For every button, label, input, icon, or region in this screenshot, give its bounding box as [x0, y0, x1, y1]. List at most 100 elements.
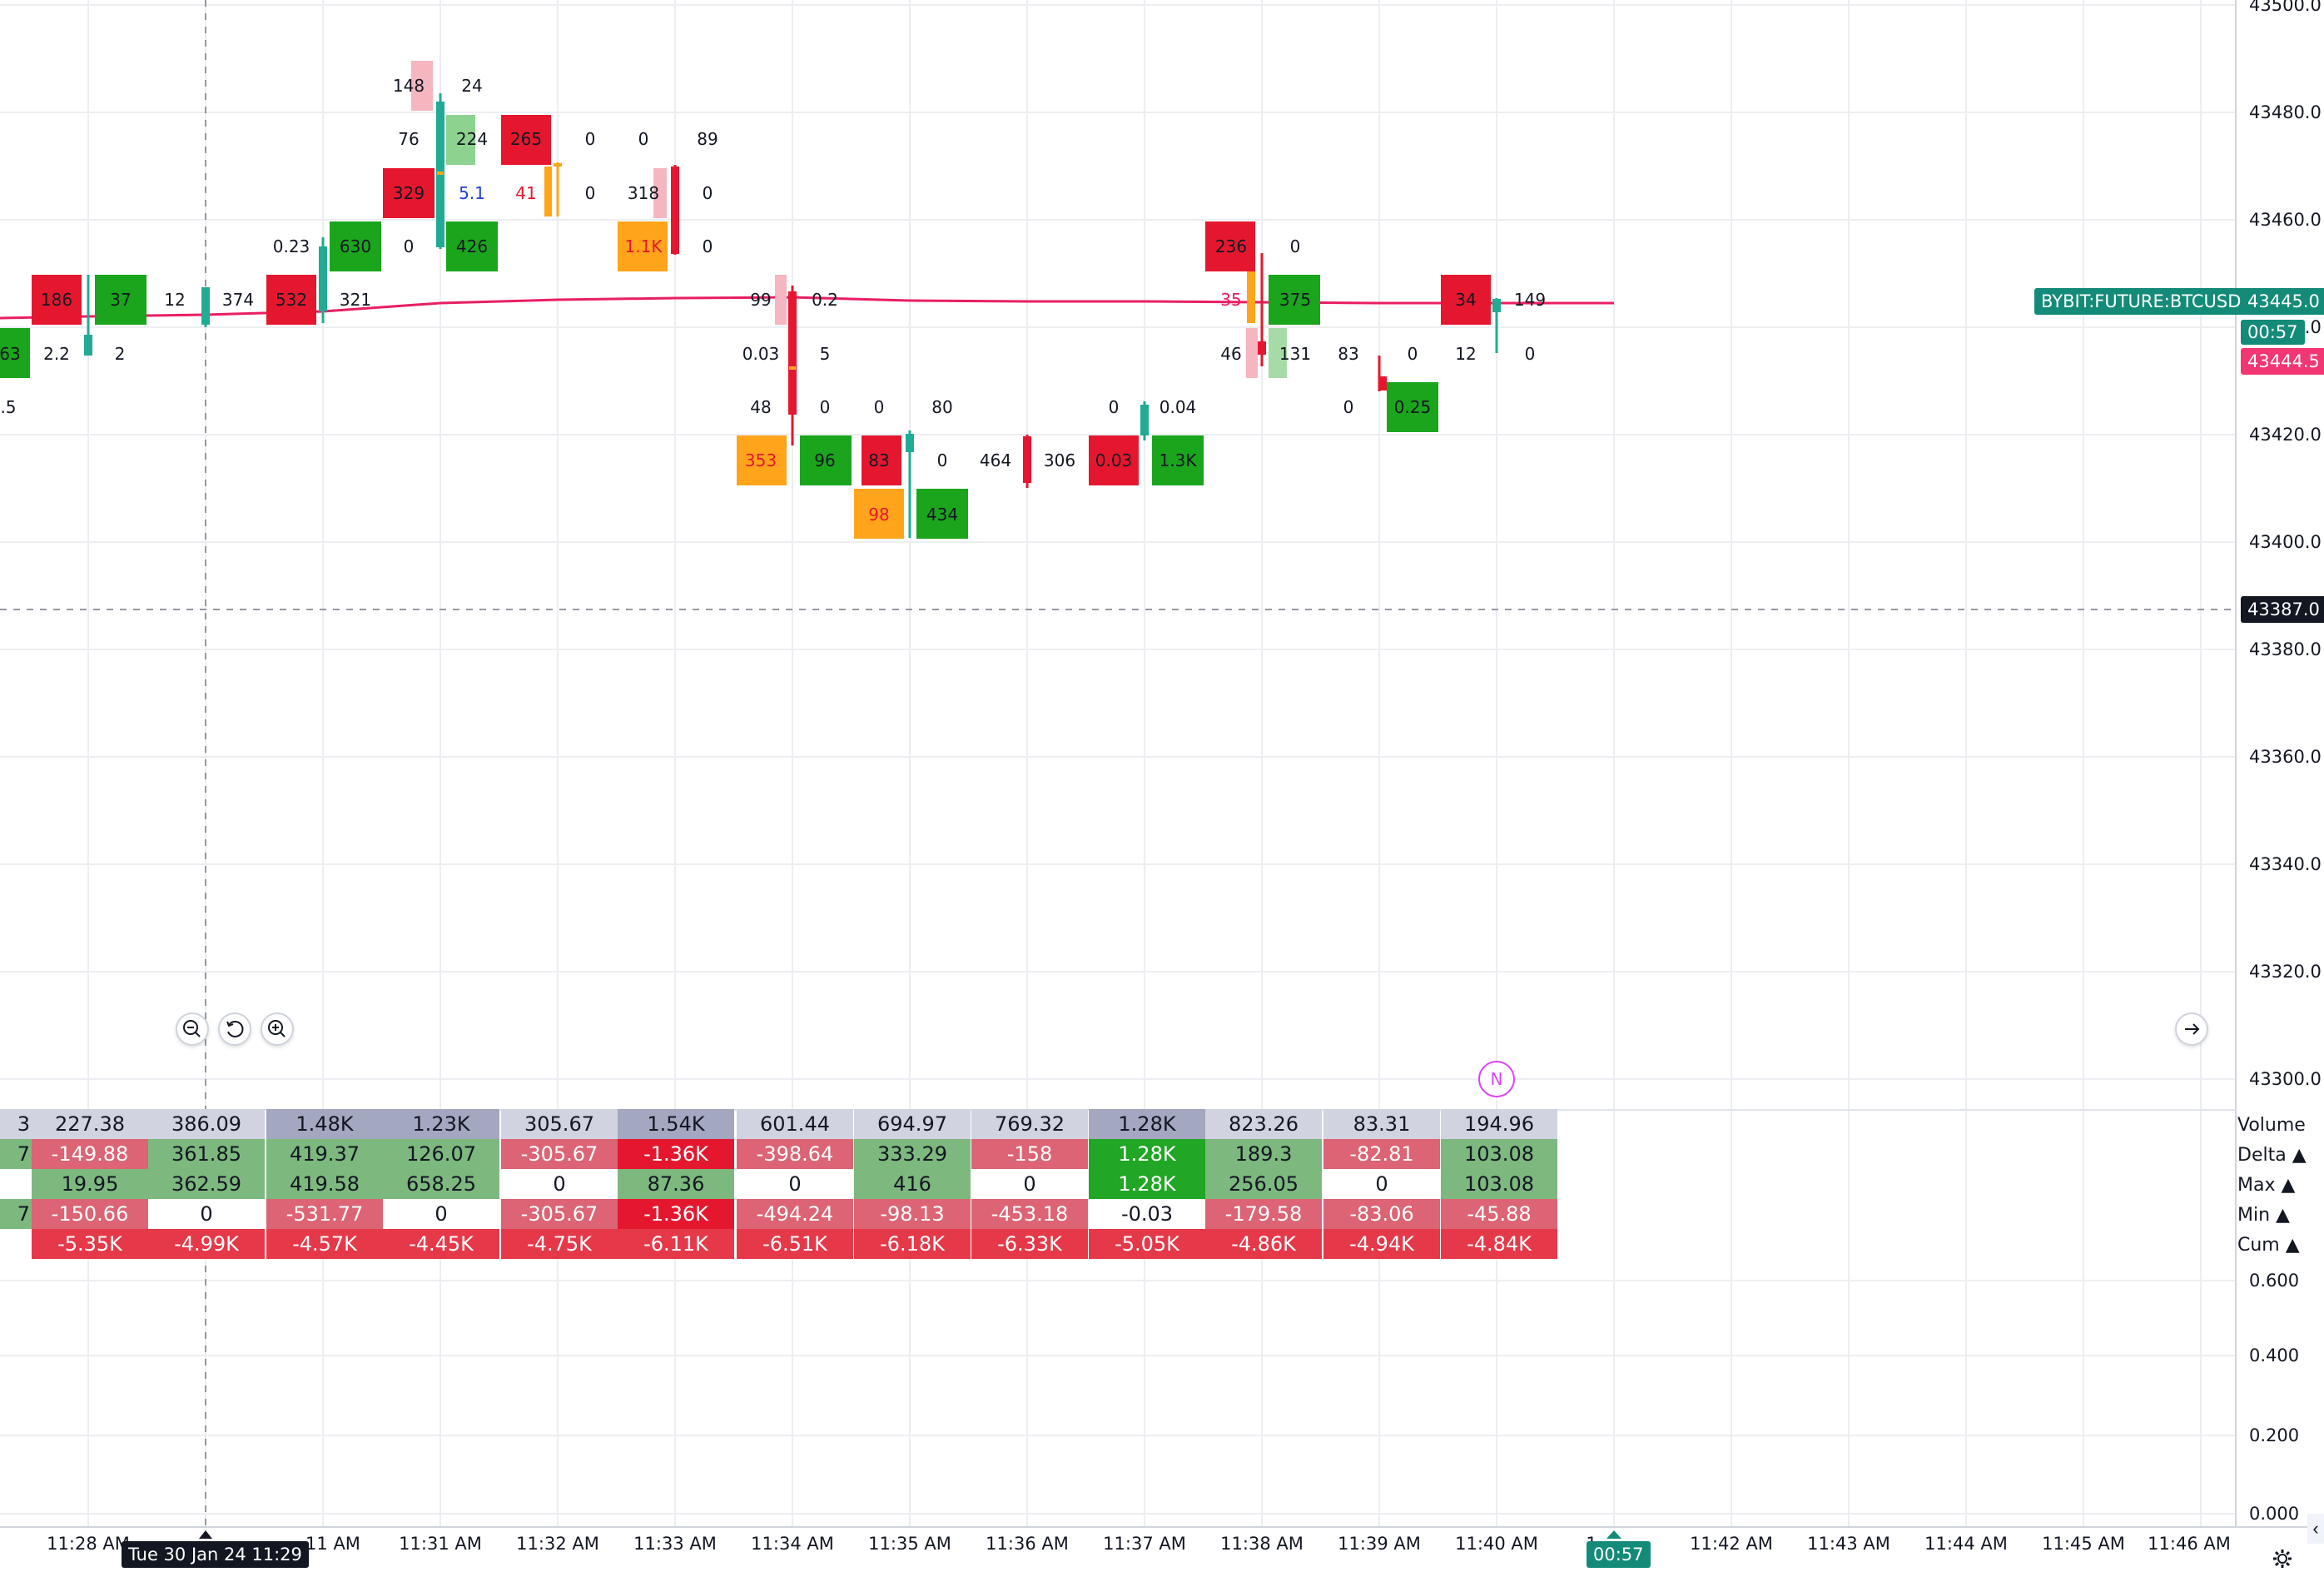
stats-cell-min: -305.67 — [501, 1199, 618, 1229]
footprint-value: 224 — [456, 129, 488, 149]
price-axis-label: 43360.0 — [2249, 747, 2322, 767]
indicator-axis-label: 0.000 — [2249, 1504, 2300, 1524]
stats-cell-volume: 83.31 — [1323, 1109, 1440, 1139]
footprint-value: 24 — [461, 76, 482, 96]
stats-label-max: Max ▲ — [2237, 1175, 2296, 1196]
stats-cell-volume: 1.28K — [1089, 1109, 1205, 1139]
stats-cell-min: -83.06 — [1323, 1199, 1440, 1229]
stats-cell-max: 0 — [501, 1169, 618, 1199]
stats-cell-cum: -4.75K — [501, 1229, 618, 1259]
footprint-value: 149 — [1514, 290, 1546, 310]
price-axis-label: 43500.0 — [2249, 0, 2322, 15]
time-axis-label: 11:32 AM — [516, 1534, 599, 1554]
stats-cell-cum: -6.51K — [737, 1229, 853, 1259]
footprint-value: 353 — [745, 450, 777, 470]
footprint-value: 532 — [276, 290, 307, 310]
stats-cell-delta: -149.88 — [32, 1139, 148, 1169]
price-axis-label: 43300.0 — [2249, 1069, 2322, 1089]
stats-cell-max: 362.59 — [148, 1169, 265, 1199]
poc-marker — [437, 172, 444, 175]
footprint-value: 0 — [1109, 397, 1120, 417]
time-axis-label: 11:37 AM — [1103, 1534, 1186, 1554]
zoom-out-button[interactable] — [176, 1012, 209, 1046]
news-marker-label: N — [1491, 1069, 1503, 1089]
footprint-value: 0 — [1290, 236, 1301, 256]
stats-cell-min: -179.58 — [1205, 1199, 1322, 1229]
footprint-value: 0 — [638, 129, 649, 149]
footprint-value: 0 — [404, 236, 415, 256]
settings-button[interactable] — [2269, 1545, 2296, 1572]
footprint-value: 35 — [1220, 290, 1241, 310]
footprint-value: 148 — [393, 76, 425, 96]
zoom-in-icon — [268, 1020, 286, 1037]
footprint-value: 37 — [110, 290, 131, 310]
stats-cell-delta: -1.36K — [618, 1139, 734, 1169]
time-axis-label: 11 AM — [305, 1534, 360, 1554]
zoom-in-button[interactable] — [261, 1012, 294, 1046]
footprint-value: 186 — [41, 290, 72, 310]
collapse-panel-button[interactable]: ‹ — [2307, 1514, 2324, 1544]
bar-countdown-tag: 00:57 — [2241, 320, 2305, 345]
stats-cell-cum: -4.57K — [266, 1229, 383, 1259]
reset-chart-button[interactable] — [218, 1012, 251, 1046]
time-axis-label: 11:38 AM — [1220, 1534, 1304, 1554]
stats-cell-delta: -82.81 — [1323, 1139, 1440, 1169]
footprint-value: 96 — [814, 450, 835, 470]
time-axis-label: 11:35 AM — [868, 1534, 951, 1554]
stats-cell-min: -0.03 — [1089, 1199, 1205, 1229]
stats-cell-cum: -4.94K — [1323, 1229, 1440, 1259]
stats-cell-cum: -4.45K — [383, 1229, 499, 1259]
footprint-value: .5 — [0, 397, 16, 417]
footprint-value: 1.1K — [625, 236, 663, 256]
stats-cell-volume: 386.09 — [148, 1109, 265, 1139]
indicator-axis-label: 0.400 — [2249, 1346, 2300, 1366]
footprint-value: 0.04 — [1160, 397, 1197, 417]
footprint-value: 0 — [820, 397, 831, 417]
grid-horizontal — [0, 4, 2236, 1515]
stats-cell-delta: -398.64 — [737, 1139, 853, 1169]
stats-cell-cum: -6.11K — [618, 1229, 734, 1259]
stats-cell-volume: 769.32 — [971, 1109, 1088, 1139]
stats-cell-volume: 1.23K — [383, 1109, 499, 1139]
footprint-value: 0.03 — [1095, 450, 1133, 470]
stats-label-delta: Delta ▲ — [2237, 1145, 2307, 1166]
symbol-tag[interactable]: BYBIT:FUTURE:BTCUSD — [2034, 288, 2248, 315]
stats-cell-delta: -305.67 — [501, 1139, 618, 1169]
grid-vertical — [87, 0, 2202, 1527]
footprint-value: 83 — [1338, 344, 1358, 364]
stats-cell-cum: -6.33K — [971, 1229, 1088, 1259]
footprint-value: 0 — [1343, 397, 1354, 417]
stats-cell-min: -45.88 — [1441, 1199, 1557, 1229]
footprint-values: 63 2.2 .5 186 37 2 12 374 0.23 532 630 0… — [0, 76, 1546, 525]
footprint-value: 12 — [164, 290, 185, 310]
footprint-value: 2 — [115, 344, 126, 364]
stats-cell-max: 103.08 — [1441, 1169, 1557, 1199]
footprint-value: 374 — [222, 290, 254, 310]
footprint-value: 464 — [980, 450, 1011, 470]
poc-marker — [554, 163, 562, 167]
stats-cell-max: 658.25 — [383, 1169, 499, 1199]
price-axis-label: 43380.0 — [2249, 639, 2322, 659]
footprint-value: 2.2 — [43, 344, 70, 364]
stats-cell-delta: 1.28K — [1089, 1139, 1205, 1169]
price-axis-label: 43420.0 — [2249, 425, 2322, 445]
stats-cell-min: 0 — [148, 1199, 265, 1229]
scroll-to-realtime-button[interactable] — [2175, 1012, 2208, 1046]
stats-cell-volume: 694.97 — [854, 1109, 971, 1139]
footprint-value: 46 — [1220, 344, 1241, 364]
stats-label-volume: Volume — [2237, 1115, 2306, 1136]
footprint-value: 41 — [515, 183, 536, 203]
crosshair-price-tag: 43387.0 — [2241, 596, 2324, 623]
stats-cell-max — [0, 1169, 33, 1199]
stats-cell-max: 419.58 — [266, 1169, 383, 1199]
footprint-value: 0 — [703, 183, 713, 203]
stats-cell-delta: 7 — [0, 1139, 33, 1169]
footprint-value: 5 — [820, 344, 831, 364]
time-axis-label: 11:36 AM — [986, 1534, 1069, 1554]
news-marker-circle[interactable] — [1478, 1061, 1515, 1097]
time-axis-label: 11:45 AM — [2042, 1534, 2125, 1554]
mark-price-tag: 43444.5 — [2241, 348, 2324, 375]
footprint-value: 0 — [874, 397, 885, 417]
